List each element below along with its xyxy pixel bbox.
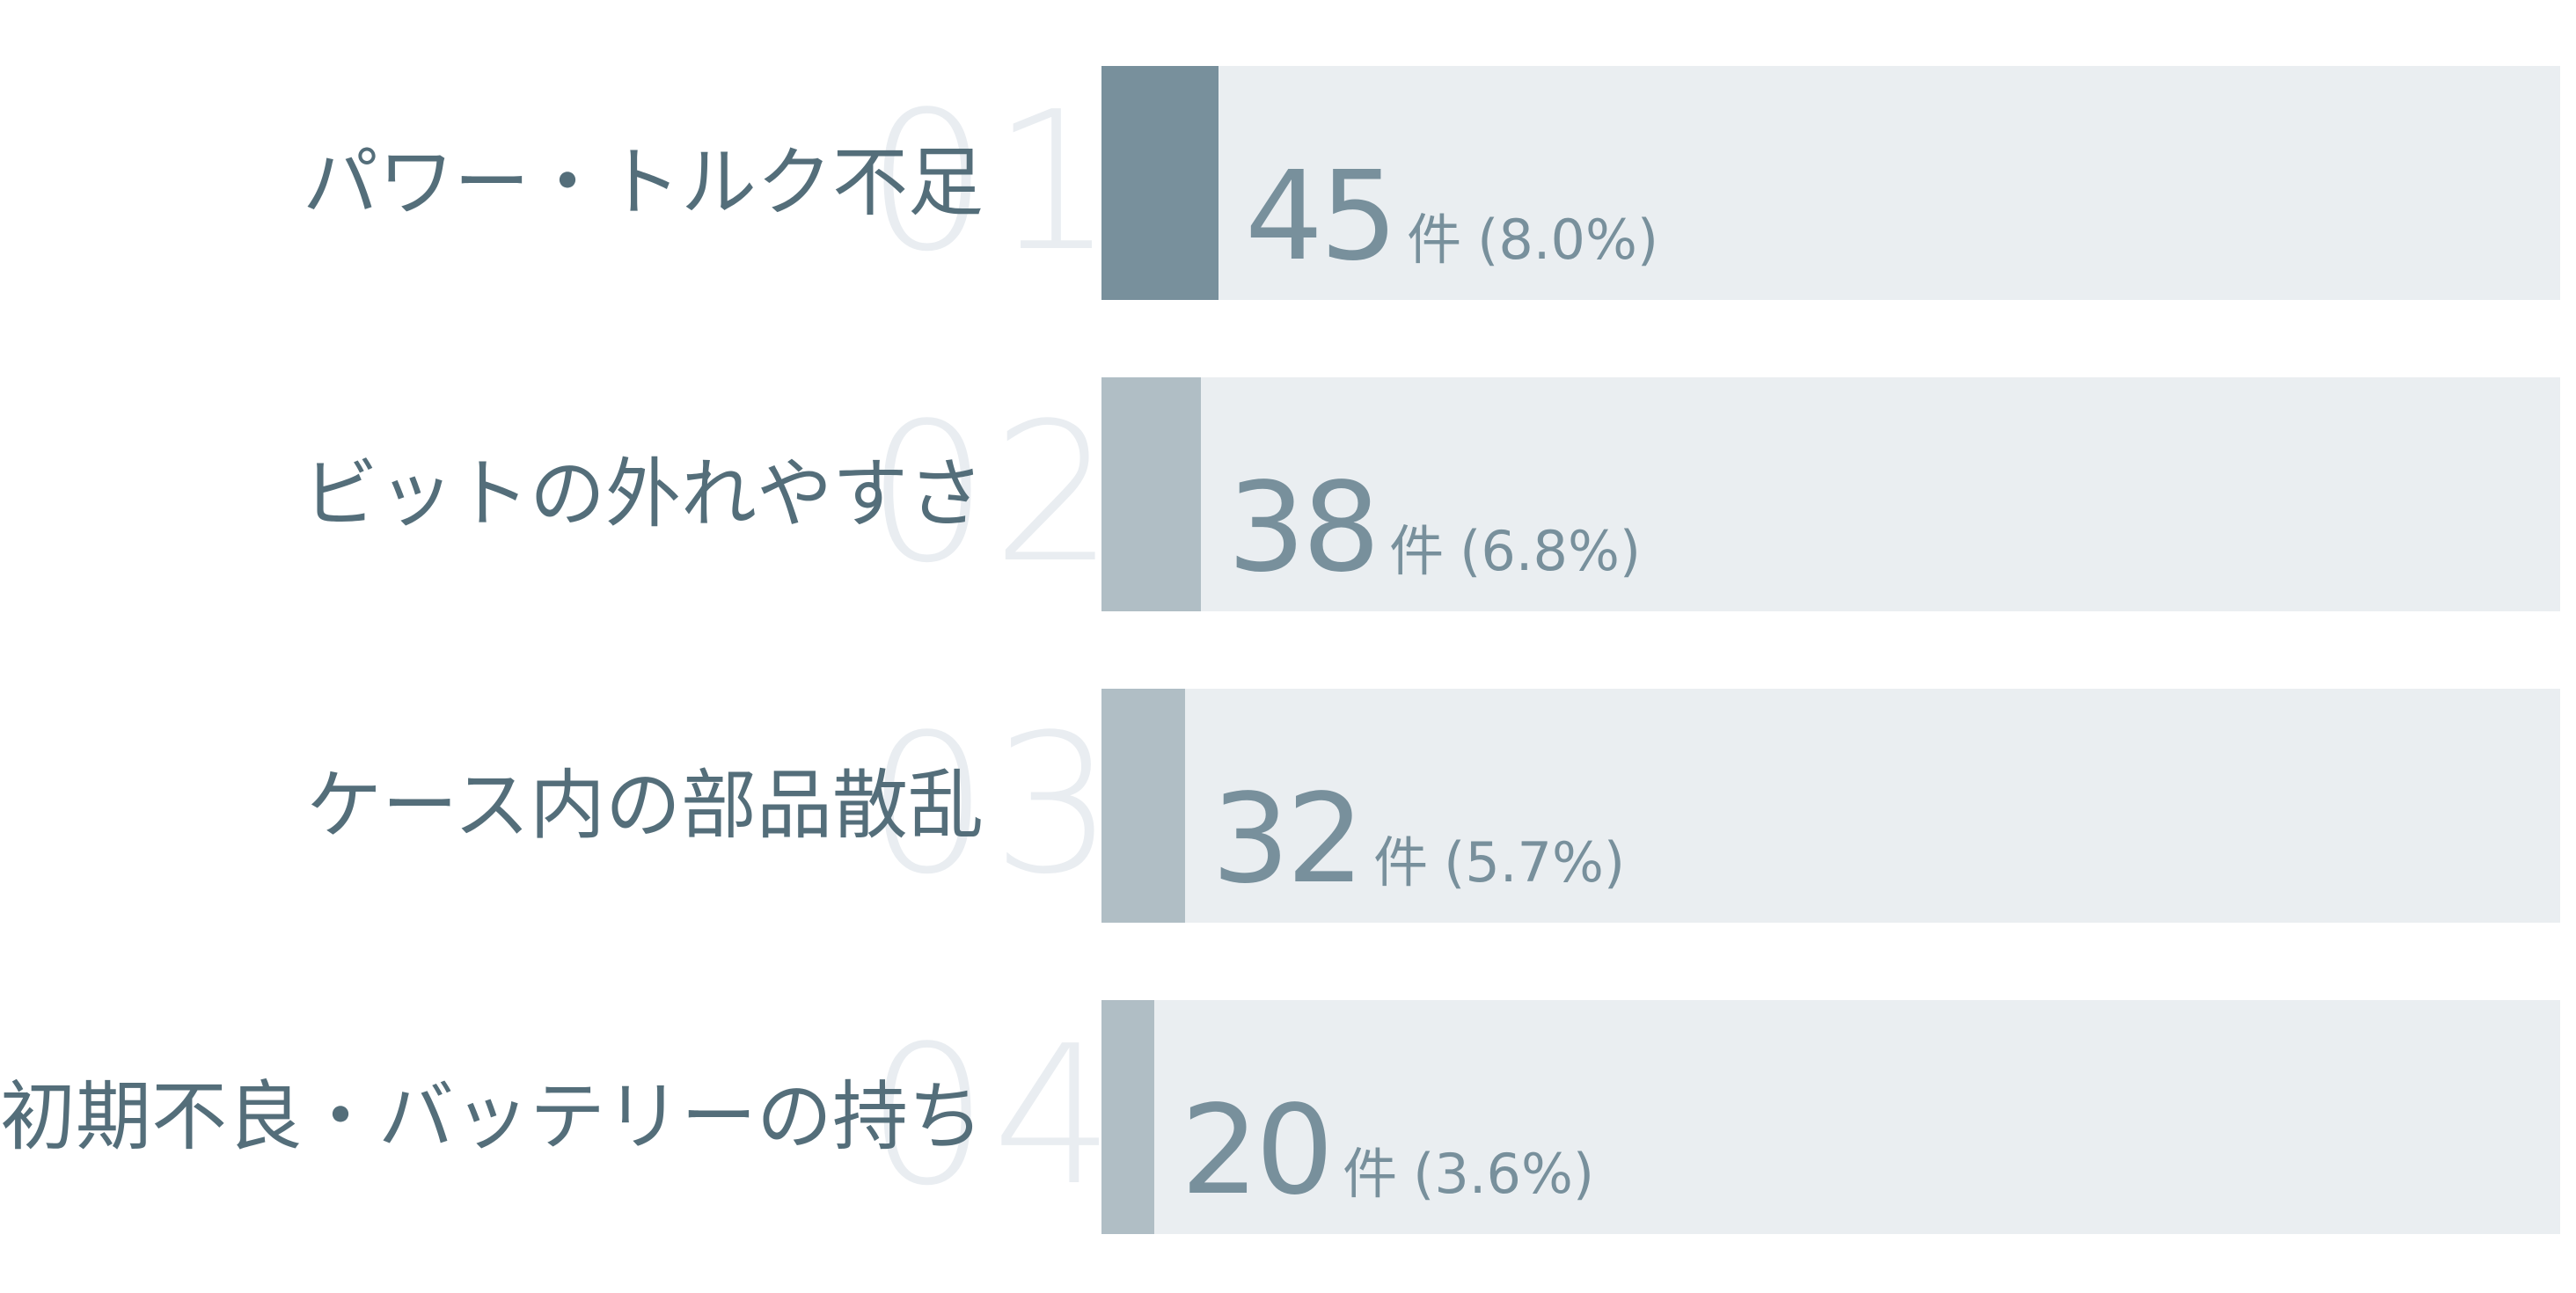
chart-row: 04 初期不良・バッテリーの持ち 20 件 (3.6%) [0, 1000, 2576, 1234]
bar [1101, 1000, 1154, 1234]
chart-row: 02 ビットの外れやすさ 38 件 (6.8%) [0, 377, 2576, 611]
chart-row: 01 パワー・トルク不足 45 件 (8.0%) [0, 66, 2576, 300]
bar [1101, 689, 1185, 923]
value-unit: 件 [1407, 208, 1462, 272]
category-label: ビットの外れやすさ [303, 450, 984, 538]
value-percentage: (5.7%) [1444, 830, 1626, 895]
bar-track: 20 件 (3.6%) [1101, 1000, 2560, 1234]
rank-number: 03 [867, 694, 1118, 917]
bar-track: 38 件 (6.8%) [1101, 377, 2560, 611]
value-label: 32 件 (5.7%) [1211, 768, 1625, 911]
rank-number: 04 [867, 1005, 1118, 1228]
category-label: ケース内の部品散乱 [306, 762, 984, 850]
value-percentage: (8.0%) [1477, 208, 1659, 272]
value-unit: 件 [1389, 519, 1445, 583]
value-label: 38 件 (6.8%) [1227, 457, 1641, 600]
value-number: 45 [1245, 145, 1398, 289]
value-percentage: (3.6%) [1413, 1142, 1595, 1206]
category-label: パワー・トルク不足 [303, 139, 984, 227]
value-unit: 件 [1343, 1142, 1398, 1206]
value-number: 38 [1227, 457, 1380, 600]
rank-number: 01 [867, 71, 1118, 294]
bar-track: 32 件 (5.7%) [1101, 689, 2560, 923]
value-number: 32 [1211, 768, 1365, 911]
rank-number: 02 [867, 383, 1118, 605]
category-label: 初期不良・バッテリーの持ち [0, 1073, 984, 1161]
value-label: 20 件 (3.6%) [1181, 1079, 1594, 1223]
bar [1101, 377, 1201, 611]
value-unit: 件 [1373, 830, 1429, 895]
value-percentage: (6.8%) [1460, 519, 1642, 583]
value-label: 45 件 (8.0%) [1245, 145, 1658, 289]
bar [1101, 66, 1218, 300]
chart-row: 03 ケース内の部品散乱 32 件 (5.7%) [0, 689, 2576, 923]
value-number: 20 [1181, 1079, 1334, 1223]
bar-track: 45 件 (8.0%) [1101, 66, 2560, 300]
